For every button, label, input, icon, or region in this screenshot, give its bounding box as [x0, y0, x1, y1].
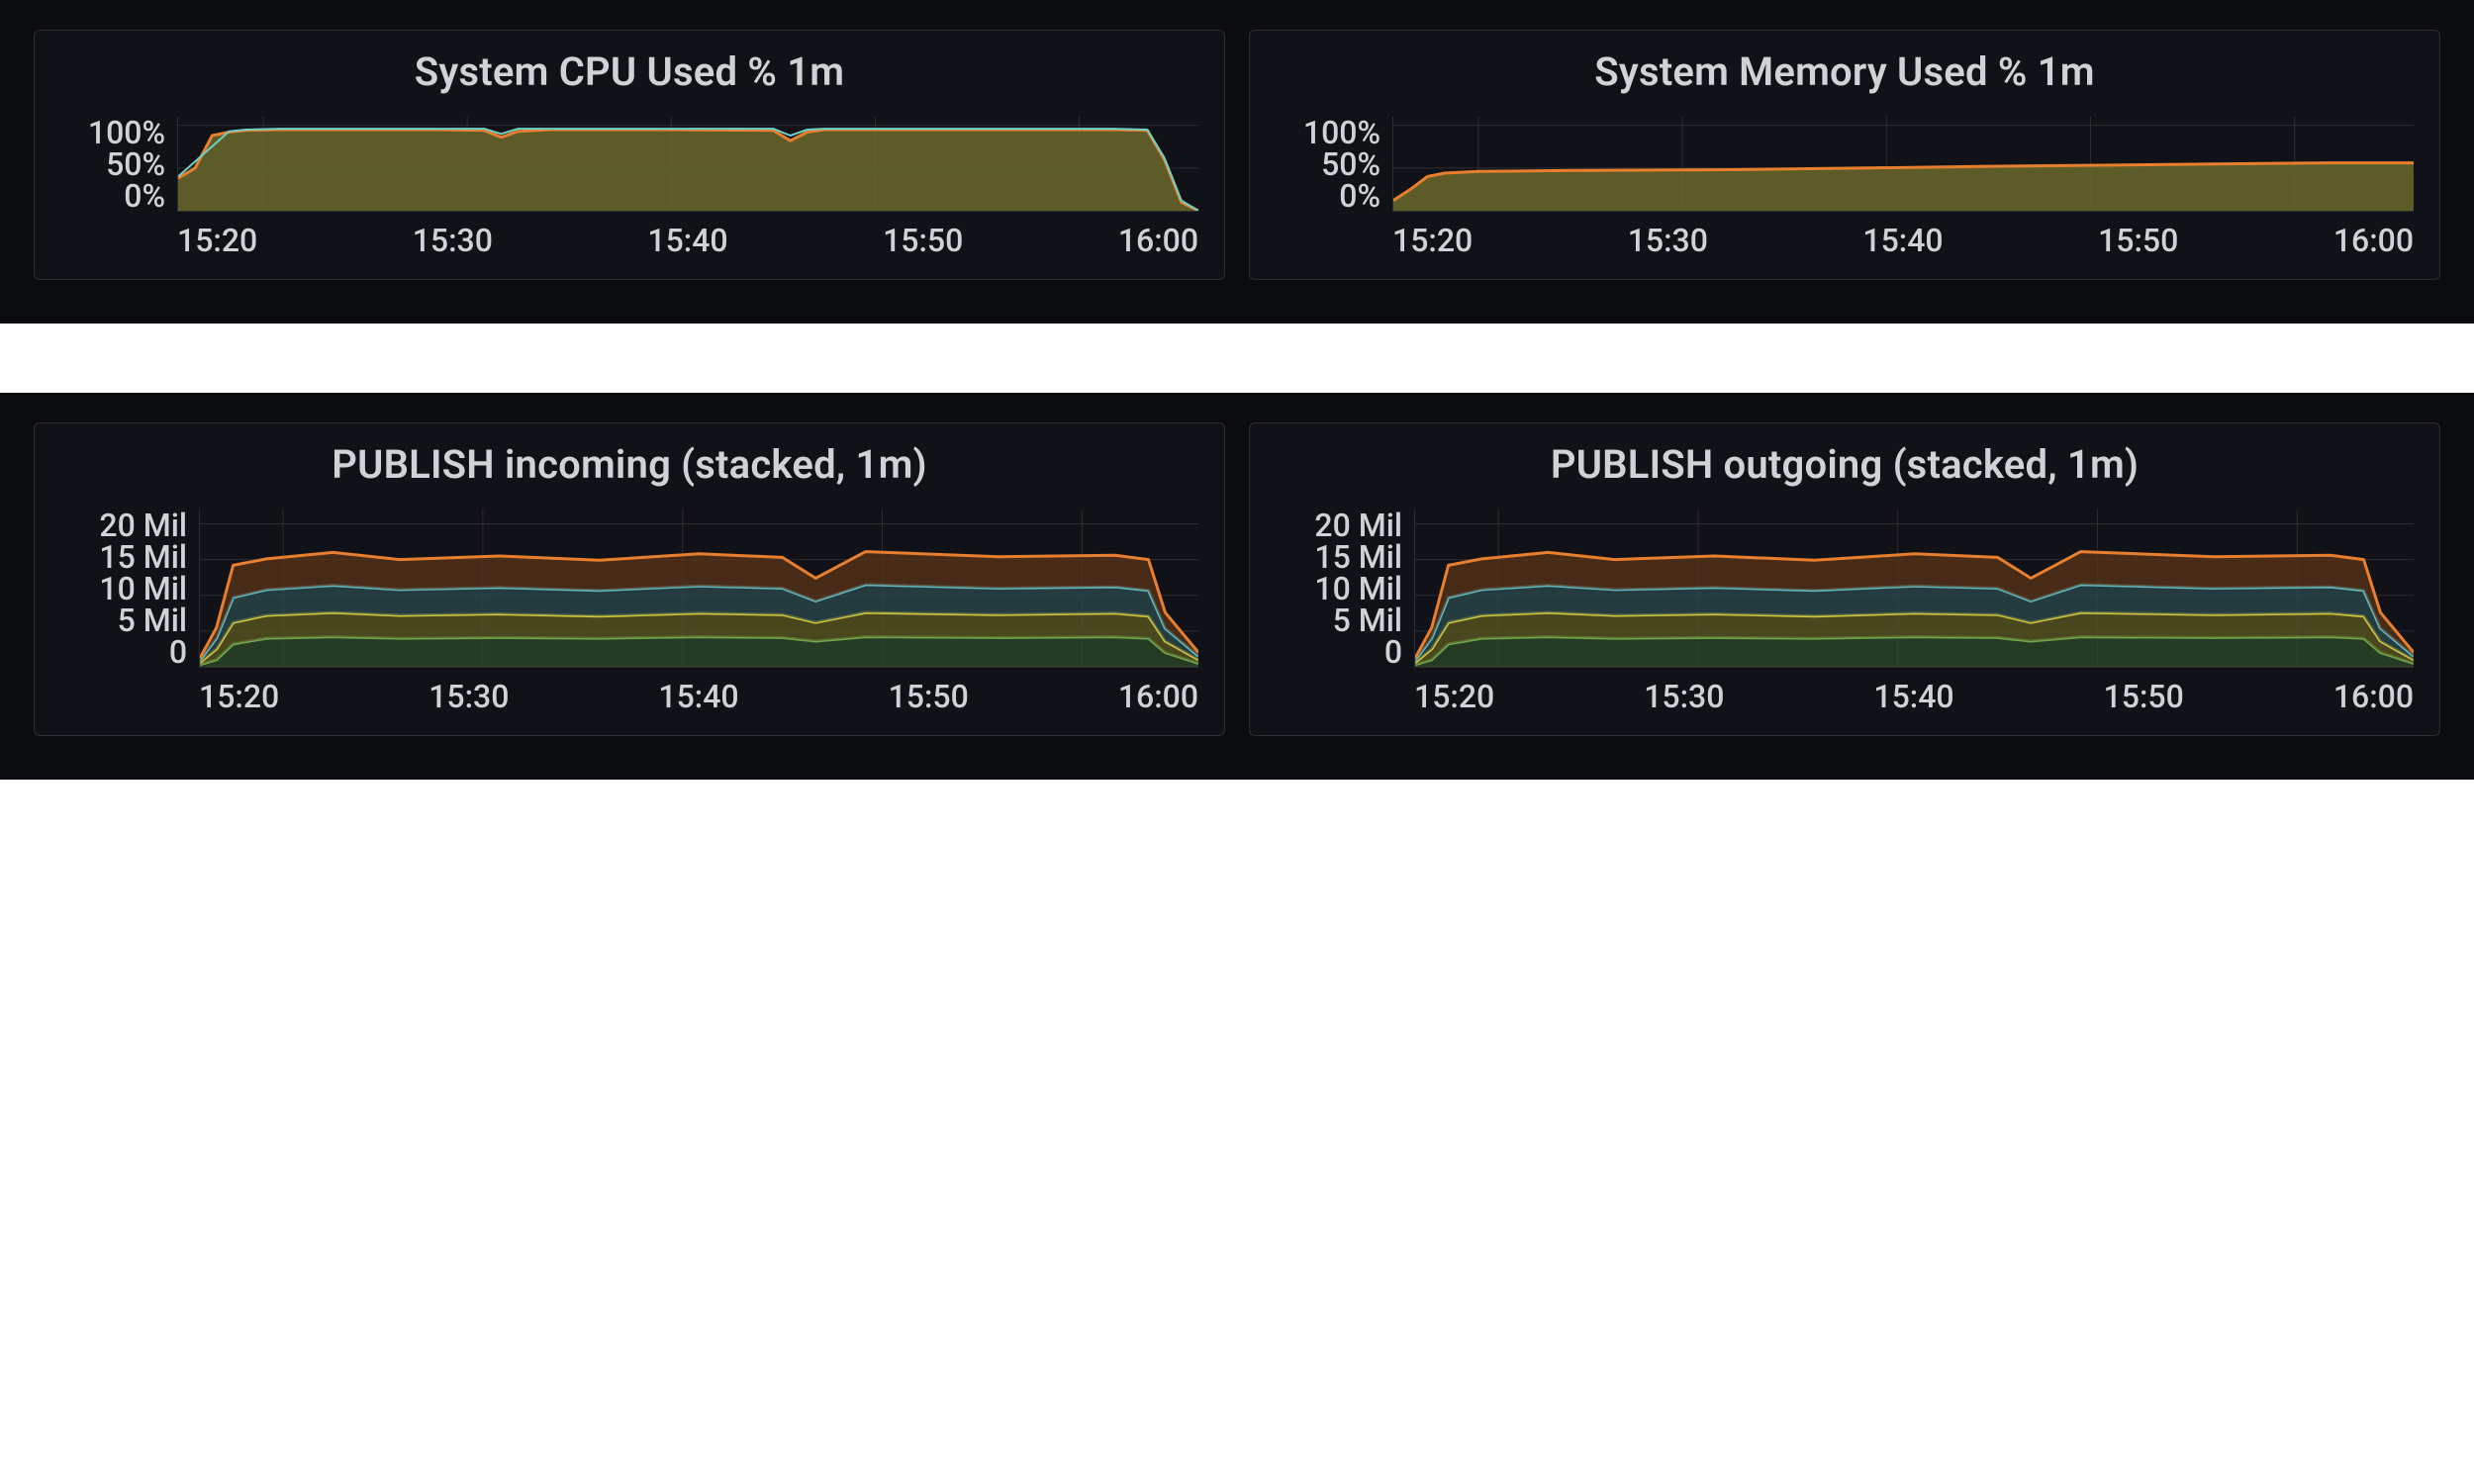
- panel-title-memory: System Memory Used % 1m: [1276, 48, 2414, 95]
- y-label: 0%: [1339, 180, 1380, 212]
- chart-area-memory[interactable]: [1392, 117, 2414, 212]
- x-label: 16:00: [2333, 678, 2414, 715]
- y-label: 0: [1384, 636, 1402, 668]
- y-label: 0: [169, 636, 187, 668]
- chart-area-cpu[interactable]: [177, 117, 1198, 212]
- y-label: 50%: [1321, 148, 1380, 180]
- x-label: 15:30: [1644, 678, 1724, 715]
- plot-memory: 100% 50% 0%: [1276, 117, 2414, 212]
- plot-publish-incoming: 20 Mil 15 Mil 10 Mil 5 Mil 0: [60, 510, 1198, 668]
- x-axis-memory: 15:20 15:30 15:40 15:50 16:00: [1276, 212, 2414, 259]
- y-label: 15 Mil: [99, 541, 187, 573]
- x-label: 15:40: [647, 222, 727, 259]
- y-axis-memory: 100% 50% 0%: [1276, 117, 1392, 212]
- y-label: 50%: [106, 148, 165, 180]
- x-label: 16:00: [1118, 222, 1198, 259]
- panel-memory: System Memory Used % 1m 100% 50% 0% 15:2…: [1249, 30, 2440, 280]
- x-axis-publish-outgoing: 15:20 15:30 15:40 15:50 16:00: [1276, 668, 2414, 715]
- x-label: 15:30: [413, 222, 493, 259]
- y-label: 5 Mil: [1333, 604, 1402, 636]
- x-label: 15:50: [889, 678, 969, 715]
- x-label: 15:40: [658, 678, 738, 715]
- chart-area-publish-outgoing[interactable]: [1414, 510, 2414, 668]
- x-axis-publish-incoming: 15:20 15:30 15:40 15:50 16:00: [60, 668, 1198, 715]
- panel-title-publish-incoming: PUBLISH incoming (stacked, 1m): [60, 441, 1198, 488]
- x-label: 15:20: [177, 222, 257, 259]
- x-label: 15:20: [1392, 222, 1473, 259]
- plot-publish-outgoing: 20 Mil 15 Mil 10 Mil 5 Mil 0: [1276, 510, 2414, 668]
- y-label: 10 Mil: [99, 573, 187, 604]
- y-label: 100%: [1303, 117, 1380, 148]
- y-label: 10 Mil: [1314, 573, 1402, 604]
- x-label: 15:20: [1414, 678, 1494, 715]
- dashboard-row-publish: PUBLISH incoming (stacked, 1m) 20 Mil 15…: [0, 393, 2474, 780]
- x-label: 15:40: [1873, 678, 1953, 715]
- plot-cpu: 100% 50% 0%: [60, 117, 1198, 212]
- x-label: 15:30: [1628, 222, 1708, 259]
- x-label: 15:40: [1862, 222, 1943, 259]
- y-axis-publish-incoming: 20 Mil 15 Mil 10 Mil 5 Mil 0: [60, 510, 199, 668]
- x-label: 16:00: [2333, 222, 2414, 259]
- y-label: 100%: [88, 117, 165, 148]
- y-axis-cpu: 100% 50% 0%: [60, 117, 177, 212]
- x-label: 15:50: [2104, 678, 2184, 715]
- panel-publish-outgoing: PUBLISH outgoing (stacked, 1m) 20 Mil 15…: [1249, 422, 2440, 736]
- panel-title-publish-outgoing: PUBLISH outgoing (stacked, 1m): [1276, 441, 2414, 488]
- x-label: 15:50: [2098, 222, 2178, 259]
- chart-area-publish-incoming[interactable]: [199, 510, 1198, 668]
- x-label: 16:00: [1118, 678, 1198, 715]
- x-axis-cpu: 15:20 15:30 15:40 15:50 16:00: [60, 212, 1198, 259]
- x-label: 15:50: [883, 222, 963, 259]
- x-label: 15:20: [199, 678, 279, 715]
- y-label: 5 Mil: [118, 604, 187, 636]
- y-label: 20 Mil: [1314, 510, 1402, 541]
- y-label: 15 Mil: [1314, 541, 1402, 573]
- y-label: 0%: [124, 180, 165, 212]
- y-label: 20 Mil: [99, 510, 187, 541]
- panel-publish-incoming: PUBLISH incoming (stacked, 1m) 20 Mil 15…: [34, 422, 1225, 736]
- panel-title-cpu: System CPU Used % 1m: [60, 48, 1198, 95]
- x-label: 15:30: [428, 678, 509, 715]
- panel-cpu: System CPU Used % 1m 100% 50% 0% 15:20 1…: [34, 30, 1225, 280]
- y-axis-publish-outgoing: 20 Mil 15 Mil 10 Mil 5 Mil 0: [1276, 510, 1414, 668]
- dashboard-row-system: System CPU Used % 1m 100% 50% 0% 15:20 1…: [0, 0, 2474, 324]
